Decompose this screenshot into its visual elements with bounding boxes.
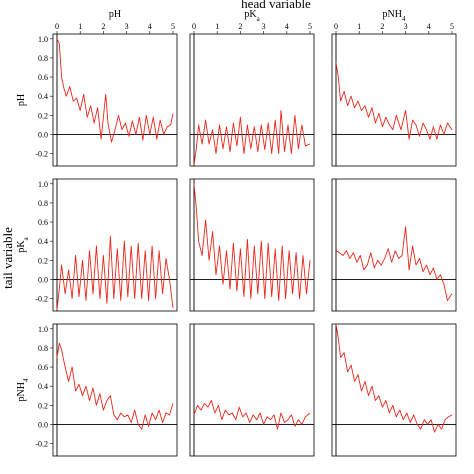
column-title-base: pNH — [383, 9, 402, 20]
y-tick-label: -0.2 — [35, 295, 48, 304]
panel-frame — [331, 178, 457, 312]
column-title-sub: 4 — [402, 15, 406, 23]
row-title-sub: 4 — [22, 378, 30, 382]
y-tick-label: 1.0 — [38, 325, 48, 334]
column-title-base: pK — [244, 9, 257, 20]
y-tick-label: 0.8 — [38, 344, 48, 353]
panel-frame — [189, 323, 315, 457]
y-tick-label: 0.4 — [38, 382, 48, 391]
series-line-r1-c2 — [335, 226, 453, 301]
series-line-r2-c1 — [193, 400, 311, 430]
panel-frame — [52, 323, 178, 457]
series-line-r1-c1 — [193, 183, 311, 301]
column-title-1: pKa — [244, 9, 260, 23]
panel-frame — [331, 33, 457, 167]
x-tick-label: 0 — [334, 22, 338, 31]
y-tick-label: 0.0 — [38, 275, 48, 284]
panels-layer: pH pKa pNH4pHpKapNH41.00.80.60.40.20.0-0.2… — [16, 9, 457, 457]
y-tick-label: 0.6 — [38, 363, 48, 372]
row-title-sub: a — [22, 236, 30, 240]
column-title-0: pH — [109, 9, 121, 20]
y-tick-label: 0.0 — [38, 130, 48, 139]
x-tick-label: 0 — [192, 22, 196, 31]
row-title-1: pKa — [16, 236, 30, 252]
series-line-r2-c0 — [56, 342, 174, 430]
figure-top-label: head variable — [241, 0, 311, 11]
column-title-sub: a — [257, 15, 261, 23]
y-tick-label: 0.8 — [38, 199, 48, 208]
row-title-base: pH — [16, 94, 27, 106]
x-tick-label: 2 — [101, 22, 105, 31]
figure-side-label: tail variable — [0, 227, 15, 289]
x-tick-label: 1 — [357, 22, 361, 31]
row-title-base: pNH — [16, 382, 27, 401]
panel-frame — [189, 33, 315, 167]
x-tick-label: 1 — [78, 22, 82, 31]
y-tick-label: -0.2 — [35, 150, 48, 159]
x-tick-label: 3 — [125, 22, 129, 31]
y-tick-label: 0.6 — [38, 73, 48, 82]
series-line-r0-c2 — [335, 62, 453, 140]
y-tick-label: 0.2 — [38, 256, 48, 265]
column-title-2: pNH4 — [383, 9, 406, 23]
x-tick-label: 3 — [404, 22, 408, 31]
y-tick-label: 0.6 — [38, 218, 48, 227]
row-title-base: pK — [16, 240, 27, 253]
y-tick-label: 0.0 — [38, 420, 48, 429]
panel-frame — [189, 178, 315, 312]
series-line-r0-c0 — [56, 38, 174, 143]
series-line-r1-c0 — [56, 235, 174, 311]
x-tick-label: 2 — [238, 22, 242, 31]
column-title-base: pH — [109, 9, 121, 20]
x-tick-label: 2 — [380, 22, 384, 31]
x-tick-label: 4 — [285, 22, 289, 31]
x-tick-label: 4 — [427, 22, 431, 31]
x-tick-label: 1 — [215, 22, 219, 31]
x-tick-label: 0 — [55, 22, 59, 31]
x-tick-label: 4 — [148, 22, 152, 31]
x-tick-label: 5 — [450, 22, 454, 31]
y-tick-label: 1.0 — [38, 35, 48, 44]
row-title-2: pNH4 — [16, 378, 30, 401]
y-tick-label: 0.4 — [38, 237, 48, 246]
panel-frame — [52, 178, 178, 312]
y-tick-label: 0.8 — [38, 54, 48, 63]
series-line-r2-c2 — [335, 323, 453, 433]
y-tick-label: -0.2 — [35, 440, 48, 449]
y-tick-label: 0.4 — [38, 92, 48, 101]
y-tick-label: 0.2 — [38, 401, 48, 410]
x-tick-label: 3 — [262, 22, 266, 31]
y-tick-label: 0.2 — [38, 111, 48, 120]
row-title-0: pH — [16, 94, 27, 106]
x-tick-label: 5 — [308, 22, 312, 31]
panel-frame — [52, 33, 178, 167]
y-tick-label: 1.0 — [38, 180, 48, 189]
x-tick-label: 5 — [171, 22, 175, 31]
series-line-r0-c1 — [193, 110, 311, 166]
panel-frame — [331, 323, 457, 457]
